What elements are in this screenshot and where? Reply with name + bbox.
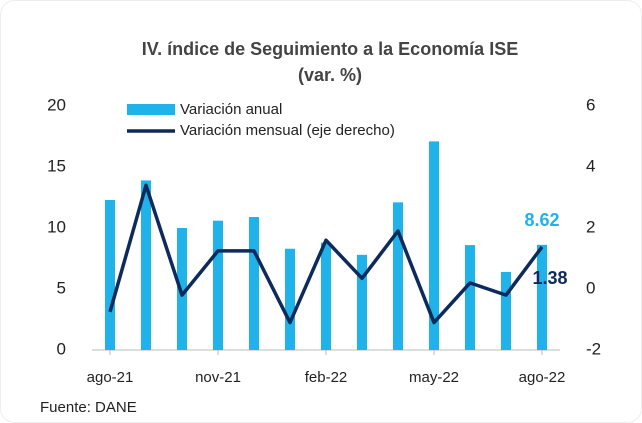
bar	[501, 271, 511, 350]
y-tick-label: 20	[47, 95, 66, 114]
source: Fuente: DANE	[40, 399, 137, 416]
bar	[321, 242, 331, 350]
data-label: 1.38	[532, 268, 567, 288]
y2-tick-label: -2	[586, 339, 601, 358]
bar	[177, 228, 187, 350]
y2-tick-label: 6	[586, 95, 595, 114]
bar	[141, 180, 151, 350]
x-tick-label: ago-21	[87, 369, 134, 386]
y2-tick-label: 2	[586, 217, 595, 236]
legend-label: Variación mensual (eje derecho)	[180, 122, 395, 139]
legend-swatch	[127, 104, 175, 115]
bar	[465, 245, 475, 350]
bar	[213, 220, 223, 350]
x-tick-label: may-22	[409, 369, 459, 386]
y-tick-label: 5	[57, 278, 66, 297]
bar	[249, 217, 259, 350]
y-tick-label: 0	[57, 339, 66, 358]
x-tick-label: feb-22	[305, 369, 348, 386]
bar	[357, 254, 367, 350]
data-label: 8.62	[524, 210, 559, 230]
bar	[393, 202, 403, 350]
chart-title: IV. índice de Seguimiento a la Economía …	[142, 39, 518, 59]
y-tick-label: 10	[47, 217, 66, 236]
bar	[537, 244, 547, 350]
line	[108, 183, 544, 325]
bar	[105, 199, 115, 350]
y-tick-label: 15	[47, 156, 66, 175]
legend-label: Variación anual	[180, 101, 282, 118]
y2-tick-label: 0	[586, 278, 595, 297]
x-tick-label: nov-21	[195, 369, 241, 386]
chart-subtitle: (var. %)	[298, 65, 362, 85]
bar	[285, 248, 295, 350]
bar	[429, 141, 439, 350]
y2-tick-label: 4	[586, 156, 595, 175]
x-tick-label: ago-22	[519, 369, 566, 386]
